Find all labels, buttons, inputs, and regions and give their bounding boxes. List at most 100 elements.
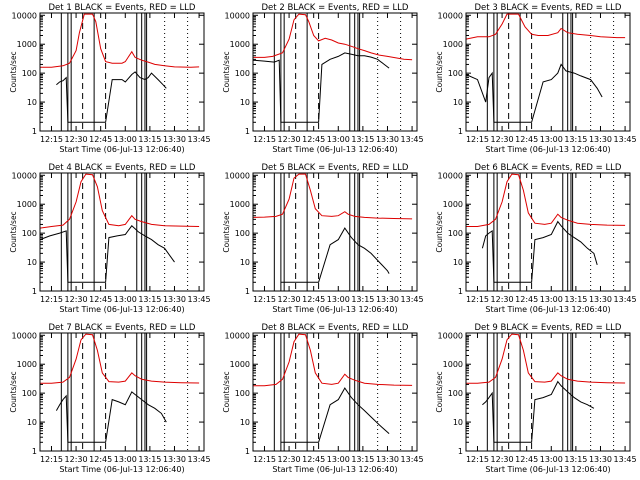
x-tick-label: 12:30	[491, 455, 514, 464]
legend-red: RED = LLD	[575, 323, 622, 333]
plot-frame	[252, 12, 418, 132]
y-axis-label: Counts/sec	[222, 51, 231, 92]
x-axis-label: Start Time (06-Jul-13 12:06:40)	[485, 145, 610, 154]
y-tick-label: 100	[235, 229, 250, 238]
x-tick-label: 13:15	[564, 295, 587, 304]
y-axis-label: Counts/sec	[435, 51, 444, 92]
panel-title-sep: ,	[357, 163, 362, 173]
legend-black: BLACK = Events	[74, 323, 144, 333]
y-tick-label: 100	[235, 69, 250, 78]
series-line-lld	[253, 333, 413, 387]
x-tick-label: 12:30	[65, 295, 88, 304]
x-tick-label: 13:00	[327, 295, 350, 304]
y-tick-label: 1	[32, 127, 37, 136]
panel-title-det: Det 3	[475, 3, 498, 13]
y-tick-label: 1	[32, 287, 37, 296]
y-tick-label: 1	[245, 447, 250, 456]
legend-red: RED = LLD	[362, 163, 409, 173]
legend-red: RED = LLD	[149, 323, 196, 333]
x-tick-label: 13:45	[188, 295, 211, 304]
x-tick-label: 12:15	[466, 295, 489, 304]
y-tick-label: 10	[453, 258, 463, 267]
y-tick-label: 10000	[438, 11, 463, 20]
y-tick-label: 10	[27, 258, 37, 267]
y-axis-label: Counts/sec	[222, 371, 231, 412]
series-line-events	[39, 225, 175, 283]
legend-black: BLACK = Events	[287, 3, 357, 13]
x-tick-label: 12:15	[466, 455, 489, 464]
y-tick-label: 1000	[230, 200, 250, 209]
plot-frame	[39, 172, 205, 292]
y-axis-label: Counts/sec	[9, 51, 18, 92]
x-tick-label: 12:45	[515, 455, 538, 464]
panel-title-det: Det 2	[262, 3, 285, 13]
y-axis-label: Counts/sec	[435, 211, 444, 252]
series-line-events	[280, 227, 390, 283]
x-tick-label: 13:30	[589, 135, 612, 144]
panel-det-6: 1 10 100 1000 10000 12:15 12:30 12:45 13:00 13:15…	[435, 163, 637, 314]
x-tick-label: 13:15	[351, 135, 374, 144]
x-tick-label: 12:15	[40, 135, 63, 144]
x-tick-label: 12:45	[302, 135, 325, 144]
x-tick-label: 12:15	[253, 295, 276, 304]
series-line-events	[56, 71, 167, 123]
y-tick-label: 10	[240, 98, 250, 107]
legend-black: BLACK = Events	[500, 3, 570, 13]
x-tick-label: 13:15	[564, 455, 587, 464]
y-tick-label: 10	[453, 418, 463, 427]
y-axis-label: Counts/sec	[9, 371, 18, 412]
panel-det-5: 1 10 100 1000 10000 12:15 12:30 12:45 13:00 13:15…	[222, 163, 424, 314]
series-line-lld	[39, 173, 200, 229]
panel-det-4: 1 10 100 1000 10000 12:15 12:30 12:45 13:00 13:15…	[9, 163, 211, 314]
x-tick-label: 13:00	[540, 295, 563, 304]
y-tick-label: 1000	[230, 360, 250, 369]
x-axis-label: Start Time (06-Jul-13 12:06:40)	[272, 465, 397, 474]
legend-black: BLACK = Events	[74, 163, 144, 173]
y-tick-label: 1000	[17, 360, 37, 369]
panel-title-sep: ,	[357, 323, 362, 333]
x-tick-label: 12:30	[65, 455, 88, 464]
panel-title-sep: ,	[144, 3, 149, 13]
plot-frame	[465, 12, 631, 132]
x-tick-label: 13:45	[188, 135, 211, 144]
legend-red: RED = LLD	[575, 163, 622, 173]
x-tick-label: 13:00	[540, 135, 563, 144]
series-line-events	[55, 391, 167, 443]
legend-red: RED = LLD	[575, 3, 622, 13]
panel-det-2: 1 10 100 1000 10000 12:15 12:30 12:45 13:00 13:15…	[222, 3, 424, 154]
y-tick-label: 100	[448, 69, 463, 78]
legend-red: RED = LLD	[149, 163, 196, 173]
panel-title-det: Det 4	[49, 163, 72, 173]
x-tick-label: 12:45	[302, 455, 325, 464]
panel-title-det: Det 5	[262, 163, 285, 173]
y-tick-label: 100	[22, 229, 37, 238]
y-tick-label: 100	[235, 389, 250, 398]
plot-frame	[465, 172, 631, 292]
legend-black: BLACK = Events	[287, 323, 357, 333]
panel-title-sep: ,	[570, 3, 575, 13]
x-tick-label: 12:30	[278, 455, 301, 464]
x-tick-label: 13:00	[114, 295, 137, 304]
y-tick-label: 1000	[443, 40, 463, 49]
series-line-lld	[253, 13, 413, 61]
y-tick-label: 10000	[225, 11, 250, 20]
x-tick-label: 13:00	[327, 135, 350, 144]
panel-title: Det 7 BLACK = Events, RED = LLD	[49, 323, 196, 333]
x-tick-label: 12:15	[40, 455, 63, 464]
x-tick-label: 13:15	[351, 455, 374, 464]
panel-title-sep: ,	[357, 3, 362, 13]
panel-title: Det 4 BLACK = Events, RED = LLD	[49, 163, 196, 173]
plot-frame	[252, 172, 418, 292]
legend-black: BLACK = Events	[500, 163, 570, 173]
panel-title-det: Det 8	[262, 323, 285, 333]
y-tick-label: 1000	[17, 200, 37, 209]
x-tick-label: 13:45	[614, 455, 637, 464]
x-tick-label: 13:15	[138, 295, 161, 304]
panel-title: Det 9 BLACK = Events, RED = LLD	[475, 323, 622, 333]
series-line-lld	[465, 13, 626, 40]
y-tick-label: 10	[240, 258, 250, 267]
y-axis-label: Counts/sec	[9, 211, 18, 252]
series-line-events	[482, 380, 595, 443]
y-tick-label: 1	[245, 287, 250, 296]
